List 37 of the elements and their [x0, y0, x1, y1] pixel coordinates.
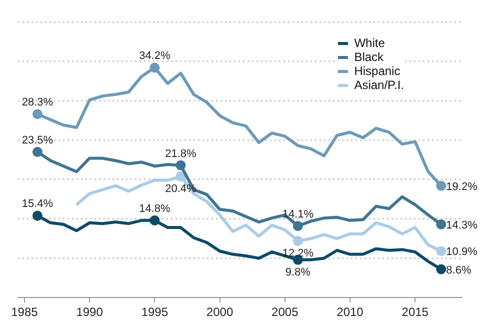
data-label: 15.4%: [22, 198, 54, 210]
data-label: 19.2%: [446, 180, 478, 193]
x-tick-label: 2000: [206, 305, 234, 320]
x-tick-label: 2010: [336, 305, 364, 320]
point: [176, 160, 186, 170]
x-tick-label: 1990: [76, 305, 104, 320]
x-tick-label: 2015: [402, 305, 429, 320]
point: [150, 215, 160, 226]
point: [32, 210, 42, 221]
data-label: 12.2%: [282, 247, 314, 260]
data-label: 21.8%: [165, 148, 197, 160]
data-label: 14.3%: [446, 219, 478, 232]
data-label: 9.8%: [285, 266, 311, 278]
x-tick-label: 1985: [11, 305, 38, 320]
point: [292, 220, 303, 231]
x-tick-label: 1995: [141, 305, 168, 320]
data-label: 34.2%: [139, 50, 170, 62]
point: [436, 246, 446, 256]
point: [292, 236, 303, 246]
data-label: 23.5%: [22, 134, 54, 146]
legend-label: White: [354, 36, 385, 50]
legend-label: Hispanic: [354, 64, 400, 78]
data-label: 14.1%: [282, 208, 314, 220]
data-label: 10.9%: [446, 246, 478, 258]
data-label: 14.8%: [139, 202, 170, 215]
data-label: 8.6%: [446, 264, 472, 276]
point: [436, 219, 446, 230]
x-tick-label: 2005: [272, 305, 299, 320]
legend-label: Asian/P.I.: [354, 78, 404, 92]
point: [176, 171, 186, 182]
point: [32, 109, 42, 120]
legend-label: Black: [354, 50, 384, 64]
point: [436, 180, 446, 191]
point: [32, 146, 42, 157]
data-label: 28.3%: [22, 96, 54, 109]
point: [150, 62, 160, 73]
point: [436, 264, 446, 274]
